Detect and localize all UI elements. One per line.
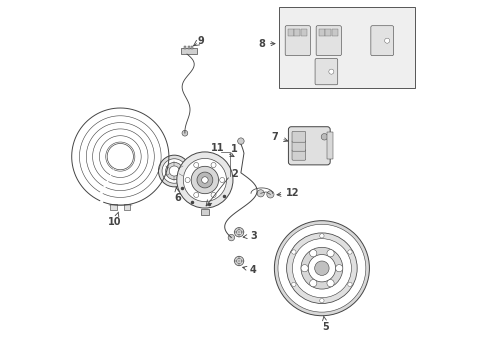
Bar <box>287 29 293 36</box>
Bar <box>331 29 337 36</box>
Circle shape <box>257 190 264 197</box>
Bar <box>183 46 186 49</box>
Circle shape <box>165 162 183 180</box>
Circle shape <box>347 282 351 287</box>
Circle shape <box>236 258 241 264</box>
Bar <box>301 29 306 36</box>
Circle shape <box>234 256 244 266</box>
Circle shape <box>182 130 187 136</box>
Circle shape <box>309 249 316 257</box>
Text: 3: 3 <box>243 231 256 241</box>
Circle shape <box>191 166 218 194</box>
Bar <box>326 132 332 159</box>
Circle shape <box>169 166 179 176</box>
FancyBboxPatch shape <box>291 149 305 160</box>
Bar <box>318 29 324 36</box>
Circle shape <box>292 239 351 298</box>
Bar <box>191 46 193 49</box>
Text: 5: 5 <box>322 316 328 332</box>
Text: 4: 4 <box>242 265 256 275</box>
FancyBboxPatch shape <box>285 26 310 55</box>
Bar <box>325 29 331 36</box>
Text: 8: 8 <box>258 39 274 49</box>
Circle shape <box>211 193 216 198</box>
Text: 2: 2 <box>231 169 238 179</box>
Circle shape <box>201 177 208 183</box>
Circle shape <box>183 158 226 202</box>
Circle shape <box>193 193 199 198</box>
Circle shape <box>274 221 368 316</box>
Bar <box>110 204 117 210</box>
Circle shape <box>277 224 365 312</box>
Circle shape <box>314 261 328 275</box>
Circle shape <box>301 247 342 289</box>
Circle shape <box>301 265 307 272</box>
Circle shape <box>291 282 295 287</box>
Circle shape <box>384 38 389 43</box>
FancyBboxPatch shape <box>291 131 305 142</box>
Bar <box>181 48 196 54</box>
Text: 6: 6 <box>174 187 181 203</box>
Text: 11: 11 <box>210 143 234 157</box>
Circle shape <box>321 134 327 140</box>
Bar <box>278 7 415 88</box>
Circle shape <box>328 69 333 74</box>
Circle shape <box>219 177 224 183</box>
Circle shape <box>286 233 356 303</box>
Bar <box>187 46 189 49</box>
Circle shape <box>107 144 133 170</box>
Bar <box>200 209 208 215</box>
Circle shape <box>228 234 234 241</box>
Circle shape <box>266 191 273 198</box>
Circle shape <box>234 228 244 237</box>
Bar <box>294 29 300 36</box>
FancyBboxPatch shape <box>291 140 305 151</box>
FancyBboxPatch shape <box>370 26 393 55</box>
Circle shape <box>291 250 295 254</box>
Circle shape <box>158 155 190 187</box>
Text: 1: 1 <box>231 144 238 154</box>
Text: 10: 10 <box>108 212 122 228</box>
FancyBboxPatch shape <box>314 59 337 85</box>
Circle shape <box>326 249 333 257</box>
FancyBboxPatch shape <box>288 127 329 165</box>
Circle shape <box>347 250 351 254</box>
Circle shape <box>197 172 212 188</box>
Circle shape <box>185 177 190 183</box>
Circle shape <box>309 280 316 287</box>
Circle shape <box>335 265 342 272</box>
Circle shape <box>162 159 186 183</box>
Text: 9: 9 <box>198 36 204 46</box>
Circle shape <box>319 298 324 303</box>
Circle shape <box>193 162 199 167</box>
Circle shape <box>326 280 333 287</box>
Text: 7: 7 <box>271 132 287 142</box>
Text: 12: 12 <box>276 188 299 198</box>
Circle shape <box>236 230 241 235</box>
Circle shape <box>211 162 216 167</box>
Circle shape <box>177 152 232 208</box>
Circle shape <box>319 234 324 238</box>
Bar <box>123 204 130 210</box>
FancyBboxPatch shape <box>316 26 341 55</box>
Circle shape <box>237 138 244 144</box>
Circle shape <box>307 255 335 282</box>
